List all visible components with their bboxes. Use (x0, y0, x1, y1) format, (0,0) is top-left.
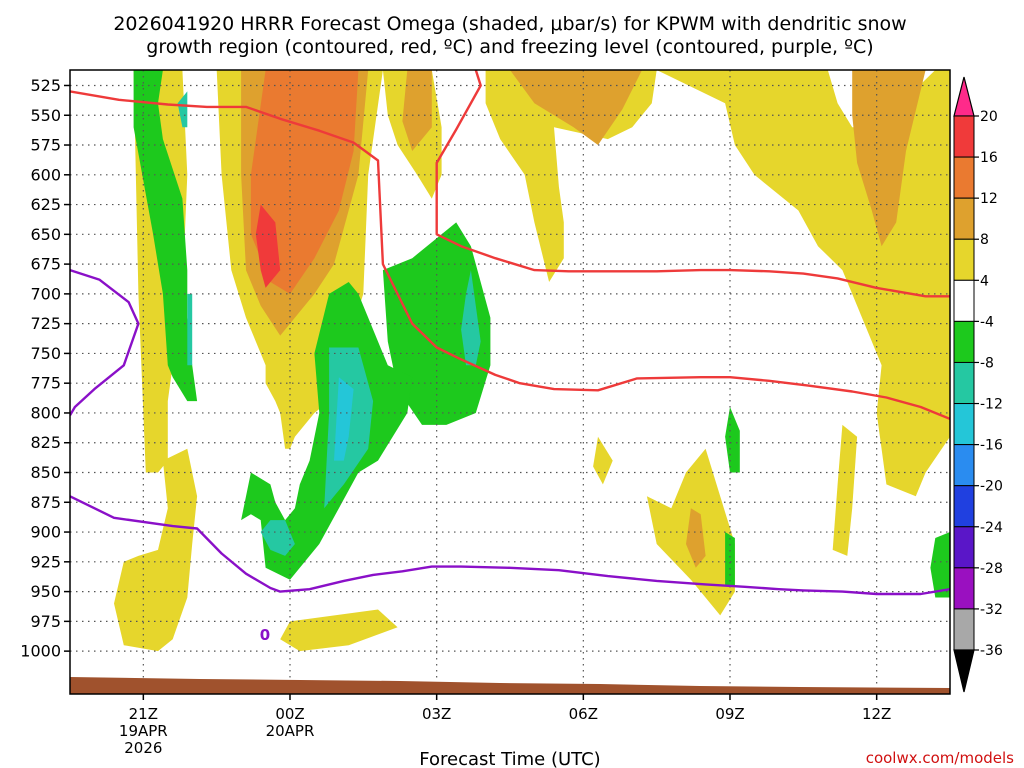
y-tick-label-950: 950 (30, 582, 61, 601)
y-tick-label-650: 650 (30, 225, 61, 244)
y-tick-label-775: 775 (30, 374, 61, 393)
y-tick-label-750: 750 (30, 344, 61, 363)
y-axis: 525 550 575 600 625 650 675 700 725 750 775 800 825 8… (20, 76, 70, 661)
omega-region-19 (177, 91, 188, 128)
colorbar-segment-2 (953, 197, 975, 240)
omega-region-8 (510, 70, 642, 145)
colorbar-label-7: -12 (980, 397, 1003, 413)
y-tick-label-550: 550 (30, 106, 61, 125)
omega-region-15 (832, 424, 858, 556)
colorbar-bottom-arrow (953, 649, 975, 693)
colorbar-segment-4 (953, 279, 975, 322)
omega-region-10 (852, 70, 926, 247)
omega-region-23 (241, 282, 413, 580)
colorbar-segment-10 (953, 526, 975, 569)
dgz-bottom-contour (435, 70, 950, 298)
colorbar-segment-0 (953, 115, 975, 158)
omega-shading-layer (114, 70, 950, 652)
colorbar: 20 16 12 8 4 -4 -8 -12 -16 -20 -24 -28 -32 -36 (953, 76, 1003, 693)
colorbar-label-9: -20 (980, 479, 1003, 495)
colorbar-label-11: -28 (980, 561, 1003, 577)
omega-region-25 (334, 377, 354, 461)
colorbar-label-12: -32 (980, 602, 1003, 618)
plot-frame (69, 69, 951, 695)
y-tick-label-725: 725 (30, 314, 61, 333)
colorbar-label-2: 12 (980, 191, 998, 207)
y-tick-label-975: 975 (30, 612, 61, 631)
omega-region-28 (725, 532, 735, 586)
colorbar-segment-11 (953, 567, 975, 610)
freezing-level-label-background (258, 625, 272, 643)
omega-region-17 (280, 609, 398, 652)
x-tick-label-12Z: 12Z (862, 705, 891, 723)
x-axis-label: Forecast Time (UTC) (419, 749, 600, 768)
y-tick-label-900: 900 (30, 523, 61, 542)
y-tick-label-825: 825 (30, 433, 61, 452)
y-tick-label-600: 600 (30, 165, 61, 184)
credit-text: coolwx.com/models (866, 749, 1014, 767)
y-tick-label-700: 700 (30, 284, 61, 303)
y-tick-label-850: 850 (30, 463, 61, 482)
colorbar-label-8: -16 (980, 438, 1003, 454)
dgz-top-contour (70, 90, 950, 421)
colorbar-top-arrow (953, 76, 975, 117)
colorbar-segment-7 (953, 403, 975, 446)
omega-region-6 (402, 70, 432, 151)
omega-region-4 (255, 204, 281, 288)
colorbar-label-5: -4 (980, 314, 994, 330)
x-tick-label-09Z: 09Z (715, 705, 744, 723)
x-tick-sublabel-21Z: 19APR (119, 722, 168, 740)
x-tick-year-21Z: 2026 (124, 739, 162, 757)
x-tick-label-03Z: 03Z (422, 705, 451, 723)
y-tick-label-675: 675 (30, 255, 61, 274)
chart-title-line2: growth region (contoured, red, ºC) and f… (146, 36, 873, 58)
y-tick-label-625: 625 (30, 195, 61, 214)
y-tick-label-925: 925 (30, 552, 61, 571)
x-tick-label-00Z: 00Z (275, 705, 304, 723)
y-tick-label-575: 575 (30, 136, 61, 155)
colorbar-segment-8 (953, 444, 975, 487)
colorbar-segment-6 (953, 361, 975, 405)
x-tick-label-06Z: 06Z (569, 705, 598, 723)
terrain-ground-fill (70, 677, 950, 694)
omega-region-14 (686, 508, 706, 568)
freezing-level-upper-contour (70, 268, 140, 416)
colorbar-label-0: 20 (980, 109, 998, 125)
colorbar-label-1: 16 (980, 150, 998, 166)
colorbar-label-4: 4 (980, 273, 989, 289)
colorbar-label-3: 8 (980, 232, 989, 248)
colorbar-label-10: -24 (980, 520, 1003, 536)
omega-region-26 (260, 520, 295, 556)
chart-title-line1: 2026041920 HRRR Forecast Omega (shaded, … (113, 13, 906, 35)
colorbar-label-6: -8 (980, 355, 994, 371)
x-tick-label-21Z: 21Z (129, 705, 158, 723)
omega-region-18 (133, 70, 198, 402)
omega-region-11 (725, 70, 848, 199)
y-tick-label-1000: 1000 (20, 642, 61, 661)
omega-region-29 (930, 532, 950, 598)
freezing-level-lower-contour (70, 495, 950, 596)
y-tick-label-875: 875 (30, 493, 61, 512)
omega-region-27 (725, 407, 740, 473)
grid-layer (70, 70, 950, 694)
colorbar-segment-12 (953, 608, 975, 651)
omega-region-3 (250, 70, 359, 294)
colorbar-segment-9 (953, 485, 975, 528)
y-tick-label-800: 800 (30, 403, 61, 422)
omega-region-20 (187, 293, 193, 366)
contour-layer (70, 70, 950, 596)
omega-region-16 (114, 448, 198, 652)
x-tick-sublabel-00Z: 20APR (266, 722, 315, 740)
colorbar-segment-3 (953, 238, 975, 281)
colorbar-segment-1 (953, 156, 975, 199)
freezing-level-label-group: 0 (258, 625, 272, 644)
colorbar-label-13: -36 (980, 643, 1003, 659)
freezing-level-label: 0 (260, 626, 270, 644)
colorbar-segment-5 (953, 320, 975, 363)
omega-region-7 (485, 70, 657, 282)
y-tick-label-525: 525 (30, 76, 61, 95)
